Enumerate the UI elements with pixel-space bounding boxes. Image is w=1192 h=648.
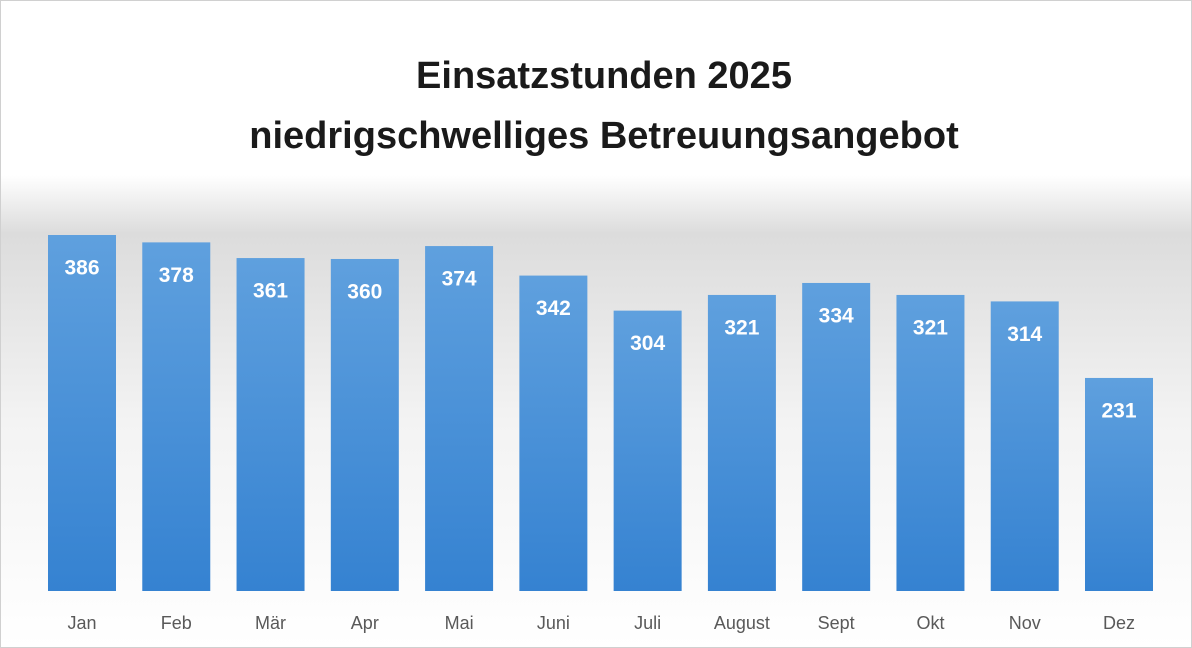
- data-label: 378: [159, 264, 194, 287]
- bar: [802, 282, 871, 591]
- bar: [48, 235, 116, 591]
- x-tick-label: Nov: [1009, 613, 1041, 633]
- chart-title: niedrigschwelliges Betreuungsangebot: [249, 115, 959, 157]
- x-tick-label: August: [714, 613, 770, 633]
- bar: [236, 258, 305, 591]
- x-tick-label: Sept: [818, 613, 855, 633]
- data-label: 334: [819, 305, 854, 328]
- x-tick-label: Juni: [537, 613, 570, 633]
- data-label: 361: [253, 280, 288, 303]
- x-tick-label: Mär: [255, 613, 286, 633]
- data-label: 314: [1007, 323, 1042, 346]
- bar: [990, 301, 1059, 591]
- x-tick-label: Jan: [67, 613, 96, 633]
- bar: [425, 246, 494, 591]
- data-label: 342: [536, 297, 571, 320]
- x-tick-label: Apr: [351, 613, 379, 633]
- x-tick-label: Feb: [161, 613, 192, 633]
- data-label: 321: [913, 316, 948, 339]
- bar: [1085, 377, 1153, 591]
- bar: [330, 258, 399, 591]
- data-label: 386: [64, 257, 99, 280]
- bar: [613, 310, 682, 591]
- x-tick-label: Dez: [1103, 613, 1135, 633]
- bar: [142, 242, 211, 591]
- bar: [896, 294, 965, 591]
- data-label: 231: [1101, 400, 1136, 423]
- x-tick-label: Mai: [445, 613, 474, 633]
- data-label: 304: [630, 332, 665, 355]
- data-label: 360: [347, 281, 382, 304]
- chart-title: Einsatzstunden 2025: [416, 55, 792, 97]
- x-tick-label: Okt: [916, 613, 944, 633]
- data-label: 374: [442, 268, 477, 291]
- x-tick-label: Juli: [634, 613, 661, 633]
- bar: [519, 275, 588, 591]
- bar: [707, 294, 776, 591]
- data-label: 321: [724, 316, 759, 339]
